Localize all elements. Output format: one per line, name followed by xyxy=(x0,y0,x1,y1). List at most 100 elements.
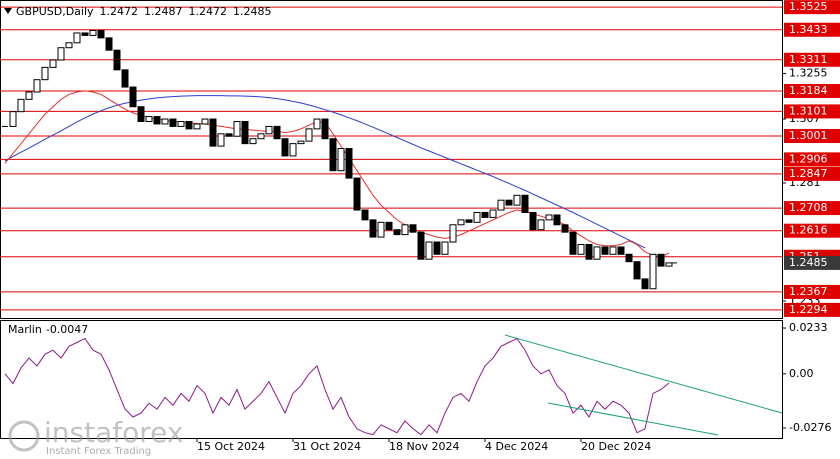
level-label-box xyxy=(784,22,840,37)
candle xyxy=(41,66,49,81)
ohlc-value: 1.2472 xyxy=(189,5,228,18)
candle xyxy=(457,219,465,226)
candle xyxy=(313,118,321,130)
symbol: GBPUSD,Daily xyxy=(16,5,94,18)
candle xyxy=(441,241,449,255)
candle xyxy=(297,140,305,145)
indicator-line xyxy=(4,337,670,436)
candle xyxy=(225,133,233,137)
candle xyxy=(553,214,561,226)
candle xyxy=(305,128,313,142)
candle xyxy=(329,138,337,172)
indicator-label: Marlin -0.0047 xyxy=(8,323,88,336)
candle xyxy=(433,241,441,255)
candle xyxy=(545,214,553,221)
candle xyxy=(49,59,57,68)
y-tick-label: -0.0276 xyxy=(789,421,831,434)
candle xyxy=(321,118,329,140)
level-label-box xyxy=(784,0,840,15)
candle xyxy=(537,219,545,231)
candle xyxy=(505,199,513,206)
candle xyxy=(249,138,257,145)
candle xyxy=(409,224,417,233)
candle xyxy=(393,229,401,236)
candle xyxy=(521,194,529,213)
level-label: 1.3001 xyxy=(789,129,828,142)
candle xyxy=(641,278,649,290)
candle xyxy=(481,211,489,218)
candle xyxy=(601,246,609,255)
x-tick-label: 15 Oct 2024 xyxy=(197,440,265,453)
ma-slow xyxy=(4,95,646,249)
level-label-box xyxy=(784,284,840,299)
candle xyxy=(649,253,657,290)
main-layer xyxy=(0,6,782,311)
candle xyxy=(289,143,297,157)
candle xyxy=(193,123,201,130)
candle xyxy=(209,118,217,147)
candle xyxy=(57,47,65,61)
candle xyxy=(633,261,641,280)
candle xyxy=(137,106,145,122)
candle xyxy=(233,120,241,137)
candle xyxy=(513,194,521,206)
level-label: 1.2847 xyxy=(789,167,828,180)
candle xyxy=(177,120,185,127)
candle xyxy=(401,224,409,236)
candle xyxy=(473,211,481,223)
candle xyxy=(425,241,433,260)
y-tick-label: 0.0233 xyxy=(789,321,828,334)
level-label-box xyxy=(784,52,840,67)
indicator-name: Marlin xyxy=(8,323,42,336)
candle xyxy=(33,79,41,93)
level-label-box xyxy=(784,302,840,317)
x-tick-label: 4 Dec 2024 xyxy=(485,440,548,453)
candle xyxy=(9,111,17,127)
level-label-box xyxy=(784,223,840,238)
candle xyxy=(201,118,209,125)
watermark-tagline: Instant Forex Trading xyxy=(46,446,151,457)
candle xyxy=(257,133,265,140)
level-label: 1.3525 xyxy=(789,0,828,13)
candle xyxy=(337,148,345,172)
y-tick-label: 0.00 xyxy=(789,367,814,380)
candle xyxy=(569,231,577,255)
indicator-value: -0.0047 xyxy=(46,323,88,336)
collapse-arrow[interactable] xyxy=(4,8,12,14)
last-price-label: 1.2485 xyxy=(789,256,828,269)
candle xyxy=(161,118,169,125)
candle xyxy=(113,49,121,71)
level-label: 1.2708 xyxy=(789,201,828,214)
ohlc-value: 1.2485 xyxy=(233,5,272,18)
candle xyxy=(665,262,673,267)
ohlc-value: 1.2487 xyxy=(144,5,183,18)
candle xyxy=(17,98,25,113)
candle xyxy=(497,199,505,211)
candle xyxy=(145,116,153,122)
x-tick-label: 18 Nov 2024 xyxy=(389,440,459,453)
level-label: 1.3184 xyxy=(789,84,828,97)
indicator-panel xyxy=(0,320,783,439)
level-label: 1.3433 xyxy=(789,23,828,36)
candle xyxy=(25,91,33,100)
candle xyxy=(185,120,193,130)
candle xyxy=(73,32,81,44)
candle xyxy=(265,125,273,135)
level-label: 1.2906 xyxy=(789,152,828,165)
level-label-box xyxy=(784,83,840,98)
candle xyxy=(353,177,361,211)
indicator-layer xyxy=(4,337,670,436)
candle xyxy=(105,37,113,51)
candle xyxy=(65,42,73,49)
candle xyxy=(417,231,425,260)
candle xyxy=(617,246,625,255)
level-label: 1.2616 xyxy=(789,224,828,237)
level-label: 1.3311 xyxy=(789,53,828,66)
candle xyxy=(529,211,537,231)
candle xyxy=(89,29,97,36)
channel-line xyxy=(547,402,719,436)
candle xyxy=(377,221,385,238)
candle xyxy=(153,116,161,125)
candle xyxy=(81,32,89,36)
candle xyxy=(169,118,177,127)
